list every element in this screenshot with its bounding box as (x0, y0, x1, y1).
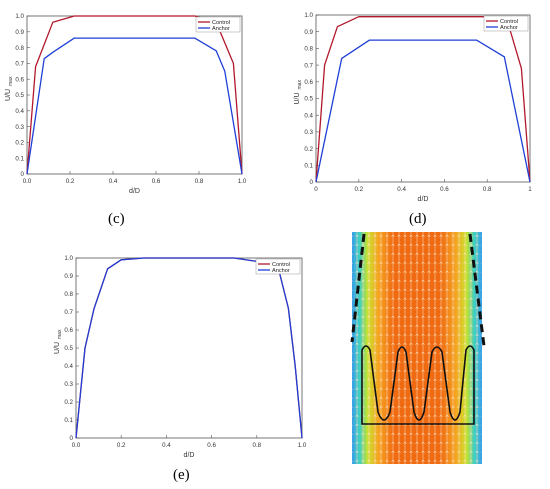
y-tick-label: 0.2 (304, 146, 313, 153)
x-tick-label: 0.2 (354, 186, 363, 193)
y-tick-label: 0.9 (15, 29, 24, 36)
legend-entry: Control (212, 20, 230, 26)
y-tick-label: 0.3 (15, 124, 24, 131)
x-tick-label: 1.0 (238, 178, 247, 185)
x-tick-label: 0.6 (207, 442, 216, 449)
y-tick-label: 0.3 (64, 381, 73, 388)
x-tick-label: 0.4 (162, 442, 171, 449)
flow-field-image (350, 232, 486, 464)
panel-label-e: (e) (173, 467, 190, 483)
x-tick-label: 0.2 (66, 178, 75, 185)
y-axis-label: U/U (5, 89, 12, 101)
x-tick-label: 1 (528, 186, 532, 193)
x-tick-label: 0.0 (23, 178, 32, 185)
y-tick-label: 0.7 (64, 309, 73, 316)
x-tick-label: 0 (314, 186, 318, 193)
y-tick-label: 0.5 (64, 345, 73, 352)
y-tick-label: 0 (310, 179, 314, 186)
panel-label-d: (d) (409, 211, 427, 227)
y-tick-label: 0 (70, 435, 74, 442)
y-axis-label-group: U/U max (54, 329, 63, 354)
panel-label-c: (c) (108, 211, 125, 227)
y-axis-label-group: U/U max (294, 80, 303, 105)
y-tick-label: 0.1 (15, 155, 24, 162)
y-tick-label: 0.1 (64, 417, 73, 424)
x-tick-label: 0.0 (72, 442, 81, 449)
y-tick-label: 0.9 (304, 29, 313, 36)
y-tick-label: 0.4 (64, 363, 73, 370)
legend-entry: Control (500, 19, 518, 25)
x-tick-label: 0.6 (152, 178, 161, 185)
flow-field-arrows (352, 232, 482, 464)
x-axis-label: d/D (418, 196, 429, 203)
y-tick-label: 0.1 (304, 163, 313, 170)
series-line-anchor (26, 37, 243, 175)
x-tick-label: 0.4 (397, 186, 406, 193)
y-tick-label: 1.0 (15, 13, 24, 20)
chart-panel-0: 0.0 0.2 0.4 0.6 0.8 1.0 0 0.1 0.2 0.3 0.4 0.5 0.6 0.7… (5, 13, 247, 195)
y-axis-label-subscript: max (57, 329, 63, 339)
chart-panel-2: 0.0 0.2 0.4 0.6 0.8 1.0 0 0.1 0.2 0.3 0.4 0.5 0.6 0.7… (54, 255, 307, 459)
y-tick-label: 0.5 (15, 92, 24, 99)
y-tick-label: 0.3 (304, 129, 313, 136)
x-tick-label: 0.2 (117, 442, 126, 449)
x-tick-label: 1.0 (298, 442, 307, 449)
y-tick-label: 0.7 (15, 61, 24, 68)
plot-area (315, 14, 531, 183)
anchor-outline-shape (361, 345, 475, 425)
y-axis-label-subscript: max (297, 80, 303, 90)
series-line-anchor (315, 39, 531, 183)
chart-panel-1: 0 0.2 0.4 0.6 0.8 1 0 0.1 0.2 0.3 0.4 0.5 0.6 0.7 0.8 0… (294, 12, 532, 203)
y-tick-label: 0.6 (64, 327, 73, 334)
y-tick-label: 0.8 (64, 291, 73, 298)
y-tick-label: 0.4 (15, 108, 24, 115)
series-line-control (26, 15, 243, 175)
x-tick-label: 0.6 (440, 186, 449, 193)
y-tick-label: 0.8 (304, 46, 313, 53)
x-tick-label: 0.4 (109, 178, 118, 185)
y-tick-label: 1.0 (64, 255, 73, 262)
y-tick-label: 0 (21, 171, 25, 178)
y-tick-label: 0.6 (15, 76, 24, 83)
y-tick-label: 1.0 (304, 12, 313, 19)
x-tick-label: 0.8 (252, 442, 261, 449)
y-tick-label: 0.7 (304, 62, 313, 69)
wall-dashed-line-right (468, 233, 486, 347)
series-line-control (315, 16, 531, 183)
x-axis-label: d/D (129, 188, 140, 195)
x-axis-label: d/D (184, 452, 195, 459)
y-axis-label: U/U (54, 342, 61, 354)
wall-dashed-line-left (350, 233, 366, 343)
y-tick-label: 0.8 (15, 45, 24, 52)
y-axis-label-subscript: max (8, 76, 14, 86)
x-tick-label: 0.8 (195, 178, 204, 185)
legend-entry: Anchor (500, 25, 518, 31)
legend-entry: Control (272, 262, 290, 268)
x-tick-label: 0.8 (483, 186, 492, 193)
series-line-anchor (75, 257, 303, 439)
y-tick-label: 0.6 (304, 79, 313, 86)
y-axis-label-group: U/U max (5, 76, 14, 101)
plot-area (26, 15, 243, 175)
legend-entry: Anchor (212, 26, 230, 32)
y-tick-label: 0.2 (64, 399, 73, 406)
y-tick-label: 0.5 (304, 96, 313, 103)
y-tick-label: 0.4 (304, 112, 313, 119)
y-tick-label: 0.9 (64, 273, 73, 280)
y-tick-label: 0.2 (15, 140, 24, 147)
y-axis-label: U/U (294, 92, 301, 104)
plot-area (75, 257, 303, 439)
legend-entry: Anchor (272, 268, 290, 274)
